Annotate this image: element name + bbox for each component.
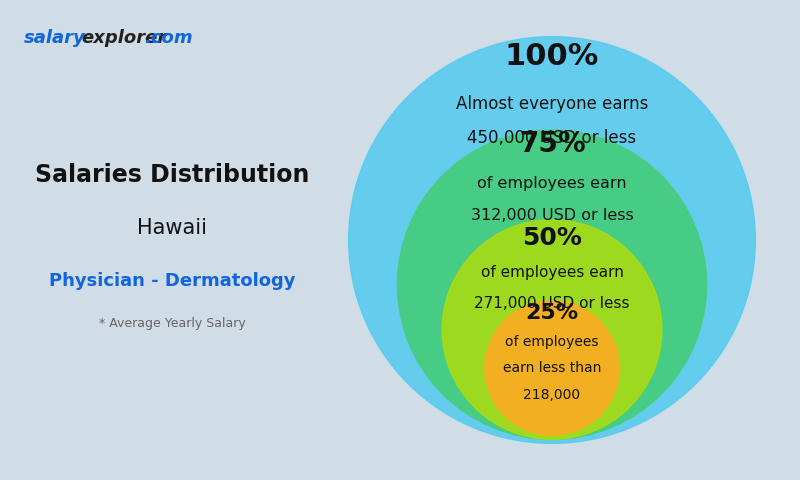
- Circle shape: [485, 301, 619, 435]
- Circle shape: [442, 220, 662, 439]
- Text: 25%: 25%: [526, 303, 578, 323]
- Text: 100%: 100%: [505, 42, 599, 72]
- Text: 50%: 50%: [522, 226, 582, 250]
- Text: explorer: explorer: [82, 29, 167, 47]
- Text: of employees: of employees: [506, 335, 598, 348]
- Circle shape: [349, 36, 755, 444]
- Text: Physician - Dermatology: Physician - Dermatology: [49, 272, 295, 290]
- Text: of employees earn: of employees earn: [477, 176, 627, 191]
- Text: earn less than: earn less than: [503, 361, 601, 375]
- Text: 218,000: 218,000: [523, 387, 581, 402]
- Text: 312,000 USD or less: 312,000 USD or less: [470, 208, 634, 223]
- Text: .com: .com: [144, 29, 193, 47]
- Text: 450,000 USD or less: 450,000 USD or less: [467, 129, 637, 147]
- Text: salary: salary: [24, 29, 86, 47]
- Text: Hawaii: Hawaii: [137, 218, 207, 238]
- Text: * Average Yearly Salary: * Average Yearly Salary: [98, 317, 246, 331]
- Text: Almost everyone earns: Almost everyone earns: [456, 95, 648, 113]
- Text: 271,000 USD or less: 271,000 USD or less: [474, 296, 630, 311]
- Text: Salaries Distribution: Salaries Distribution: [35, 163, 309, 187]
- Text: 75%: 75%: [518, 131, 586, 158]
- Circle shape: [398, 130, 706, 439]
- Text: of employees earn: of employees earn: [481, 265, 623, 280]
